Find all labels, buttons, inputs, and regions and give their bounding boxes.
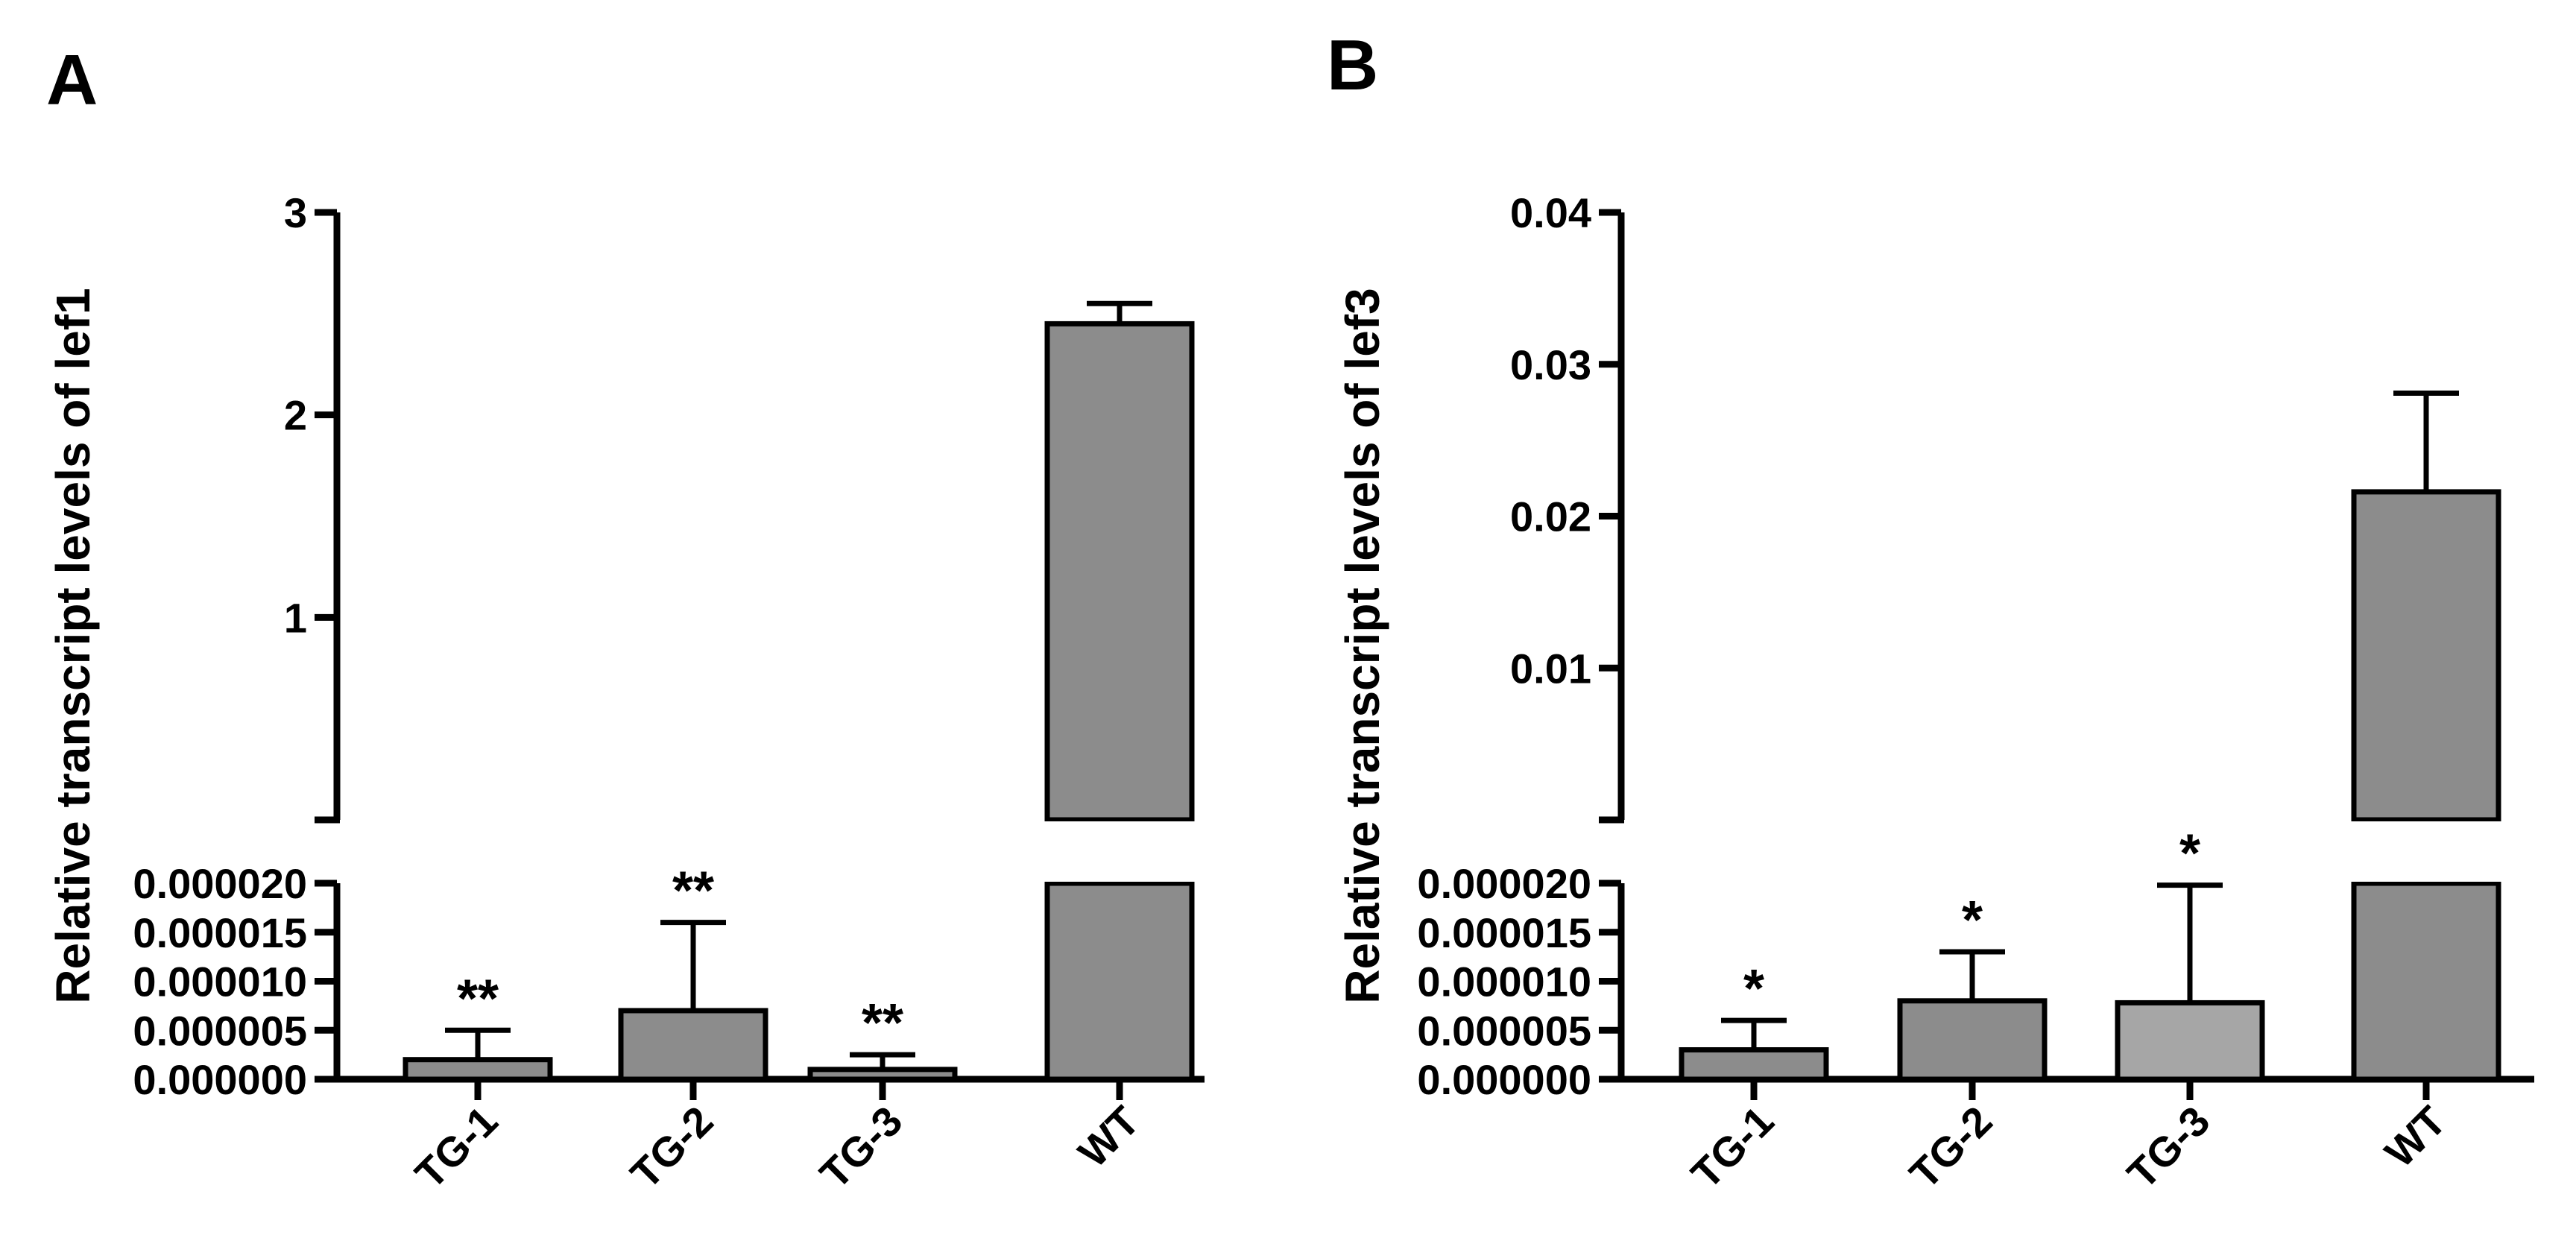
y-axis-label: Relative transcript levels of lef1 <box>46 288 100 1003</box>
y-tick-label-lower: 0.000020 <box>1417 860 1591 907</box>
y-tick-label-lower: 0.000000 <box>1417 1056 1591 1103</box>
bar-TG-2 <box>618 1008 768 1082</box>
y-axis-label: Relative transcript levels of lef3 <box>1336 288 1389 1003</box>
x-tick-label: TG-2 <box>622 1097 722 1198</box>
y-tick-label-lower: 0.000020 <box>133 860 307 907</box>
y-tick-label-lower: 0.000000 <box>133 1056 307 1103</box>
y-tick-label-lower: 0.000010 <box>133 958 307 1005</box>
significance-marker: ** <box>672 862 714 921</box>
significance-marker: * <box>1743 959 1764 1019</box>
panel-letter: A <box>46 40 98 120</box>
bar-upper-WT <box>1044 320 1195 823</box>
bar-TG-2 <box>1897 998 2048 1082</box>
y-tick-label-lower: 0.000015 <box>1417 909 1591 956</box>
bar-break-gap <box>2349 821 2503 882</box>
significance-marker: * <box>2179 824 2200 884</box>
panel-A: A Relative transcript levels of lef1 1 2 3 0.… <box>46 40 1205 1198</box>
y-tick-label-upper: 0.01 <box>1510 645 1591 692</box>
bar-lower-WT <box>2351 880 2501 1082</box>
y-tick-label-lower: 0.000005 <box>133 1007 307 1054</box>
x-tick-label: TG-2 <box>1901 1097 2001 1198</box>
panel-B: B Relative transcript levels of lef3 0.01 0… <box>1327 25 2534 1198</box>
bar-TG-3 <box>2115 999 2265 1082</box>
significance-marker: * <box>1962 891 1983 950</box>
x-tick-label: TG-3 <box>811 1097 912 1198</box>
x-tick-label: TG-3 <box>2118 1097 2219 1198</box>
y-tick-label-upper: 0.02 <box>1510 493 1591 540</box>
y-tick-label-upper: 2 <box>284 392 307 439</box>
x-tick-label: TG-1 <box>1682 1097 1783 1198</box>
y-tick-label-lower: 0.000005 <box>1417 1007 1591 1054</box>
y-tick-label-upper: 0.03 <box>1510 341 1591 388</box>
x-tick-label: WT <box>1069 1097 1148 1176</box>
panel-letter: B <box>1327 25 1378 105</box>
x-tick-label: WT <box>2375 1097 2455 1176</box>
bar-TG-1 <box>1679 1047 1829 1082</box>
y-tick-label-lower: 0.000010 <box>1417 958 1591 1005</box>
y-tick-label-upper: 3 <box>284 189 307 236</box>
y-tick-label-upper: 1 <box>284 594 307 641</box>
bar-break-gap <box>1043 821 1196 882</box>
significance-marker: ** <box>862 994 903 1053</box>
y-tick-label-upper: 0.04 <box>1510 189 1591 236</box>
x-tick-label: TG-1 <box>406 1097 507 1198</box>
y-tick-label-lower: 0.000015 <box>133 909 307 956</box>
significance-marker: ** <box>457 969 499 1029</box>
bar-TG-1 <box>402 1057 553 1082</box>
bar-lower-WT <box>1044 880 1195 1082</box>
bar-upper-WT <box>2351 489 2501 823</box>
bar-TG-3 <box>807 1067 958 1082</box>
